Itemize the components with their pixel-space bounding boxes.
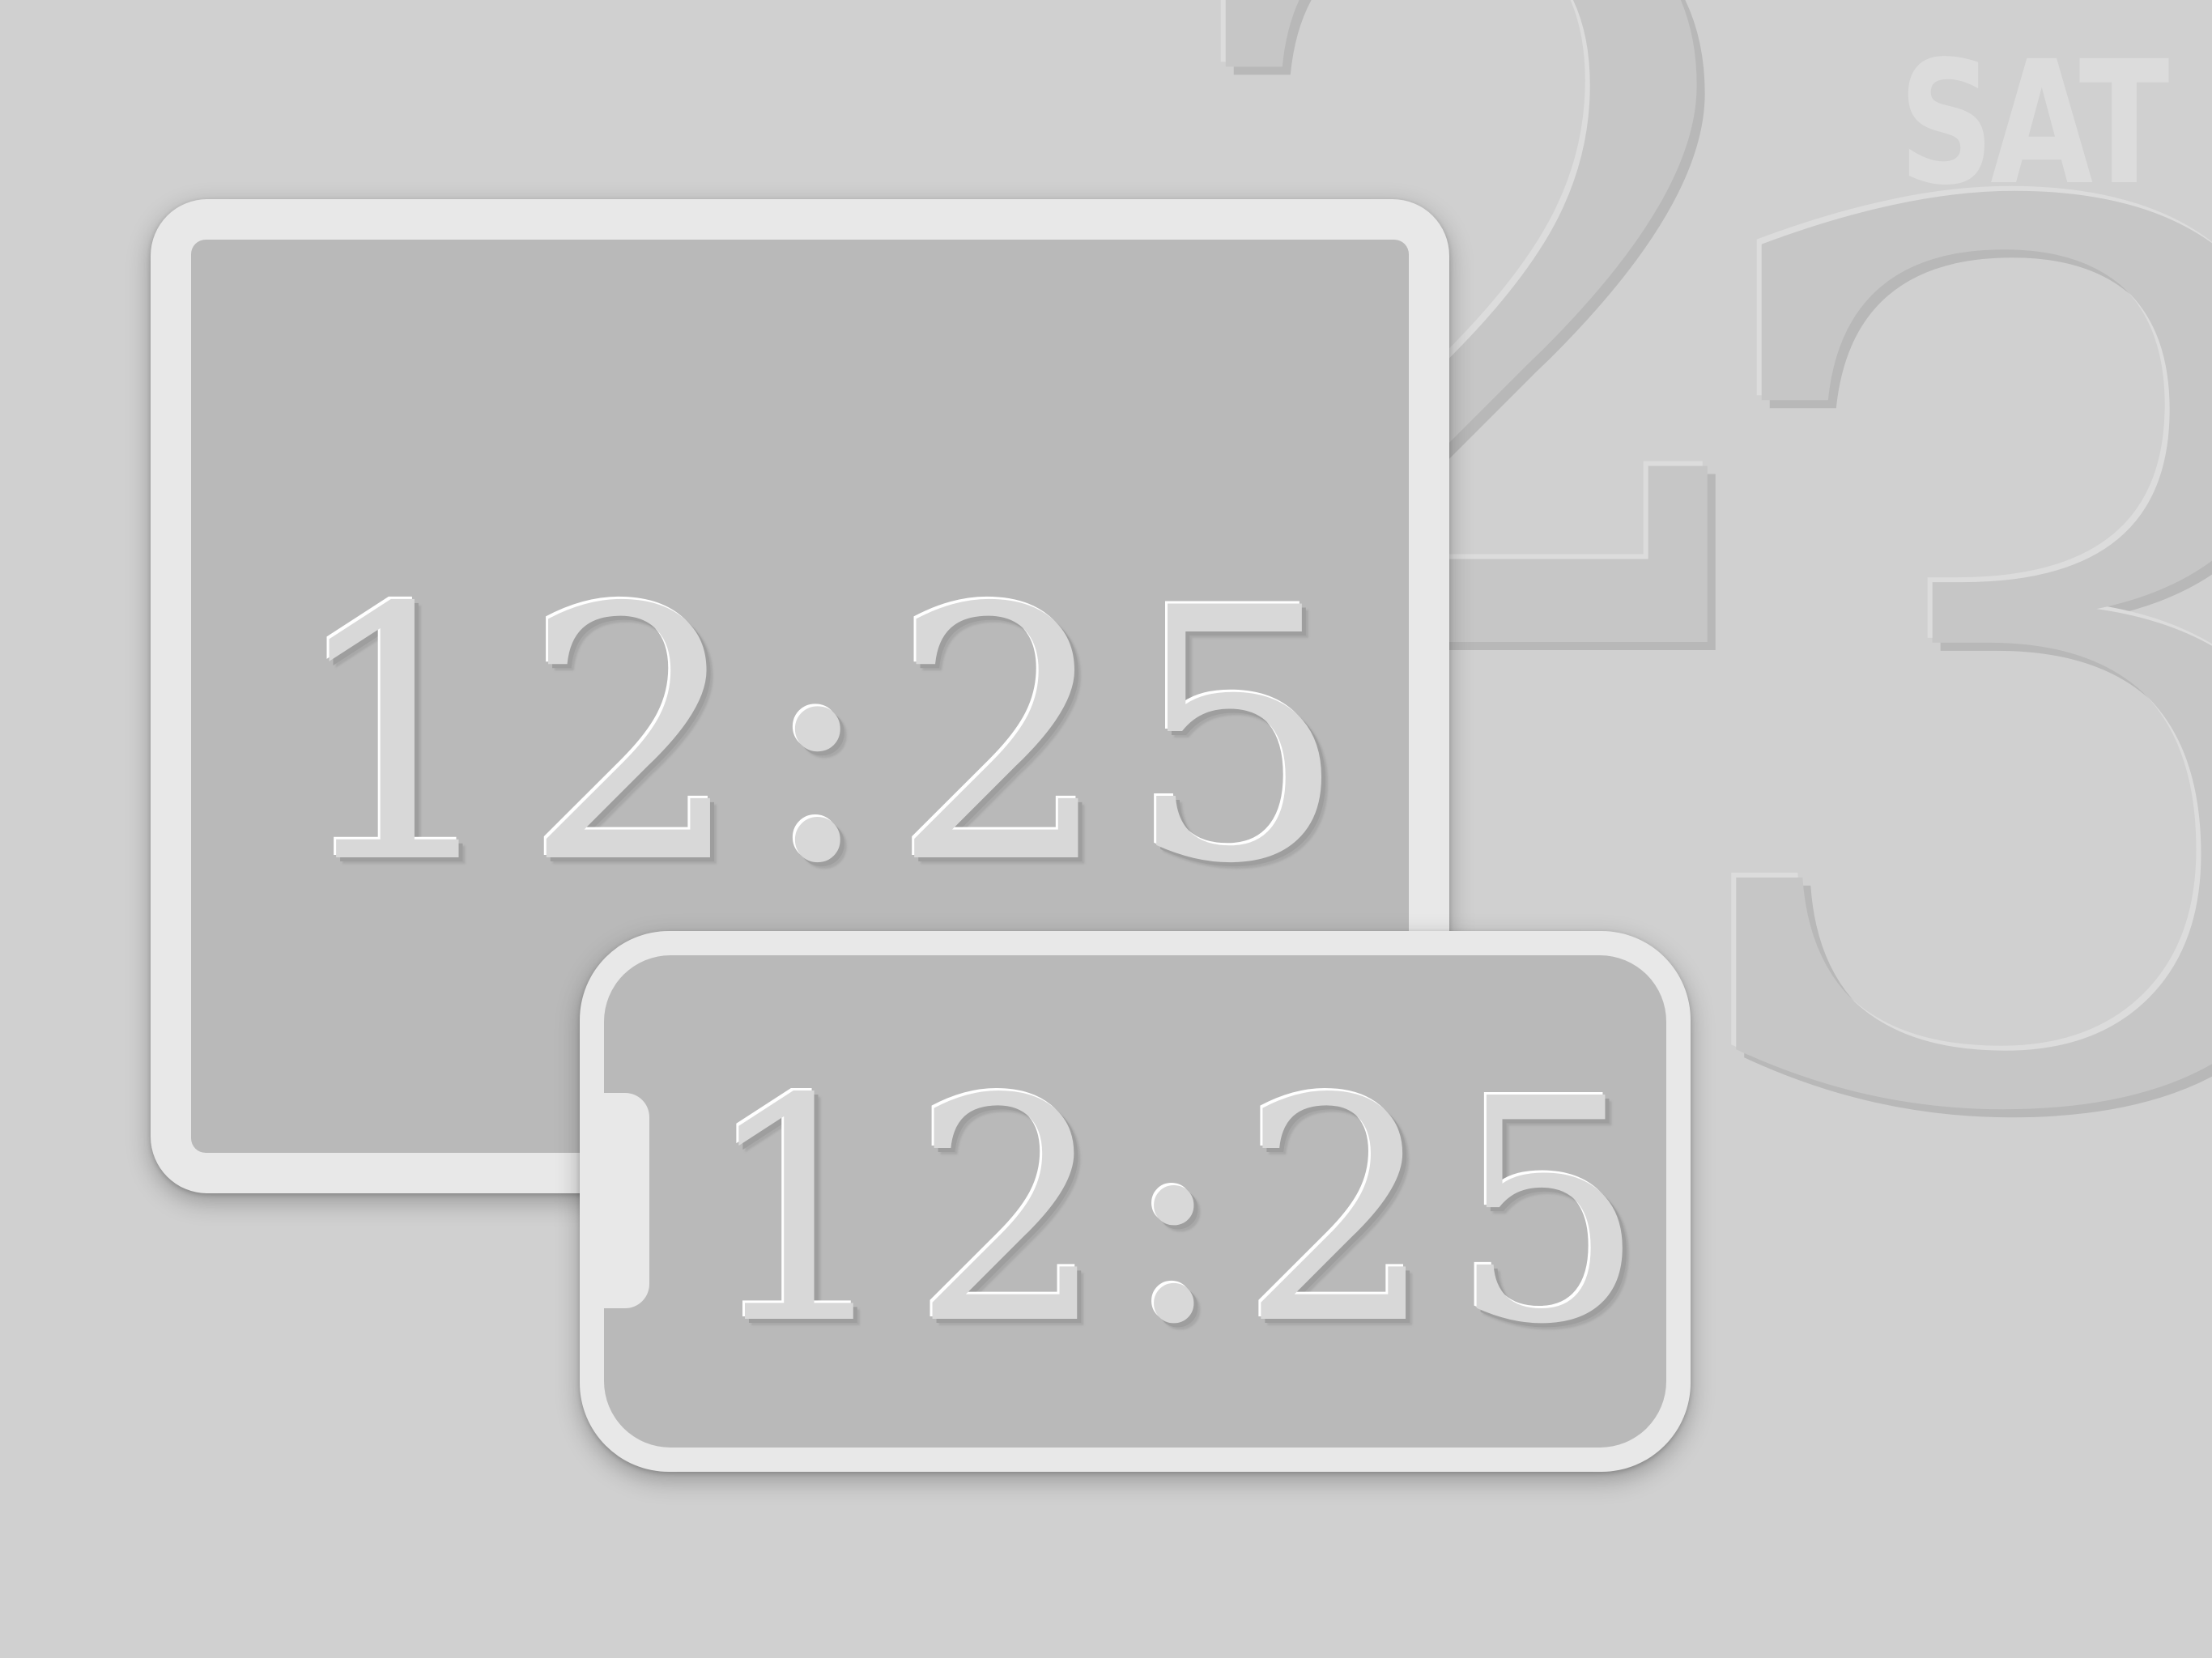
background-date-second-digit: 3	[1644, 0, 2212, 1379]
phone-device: 12:25	[580, 931, 1691, 1472]
phone-clock-time: 12:25	[701, 1033, 1661, 1392]
phone-notch	[604, 1093, 649, 1308]
phone-screen: 12:25	[604, 955, 1666, 1448]
tablet-clock-time: 12:25	[287, 535, 1363, 940]
background-weekday: SAT	[1899, 24, 2169, 223]
tablet-device: 12:25	[151, 199, 1449, 1193]
